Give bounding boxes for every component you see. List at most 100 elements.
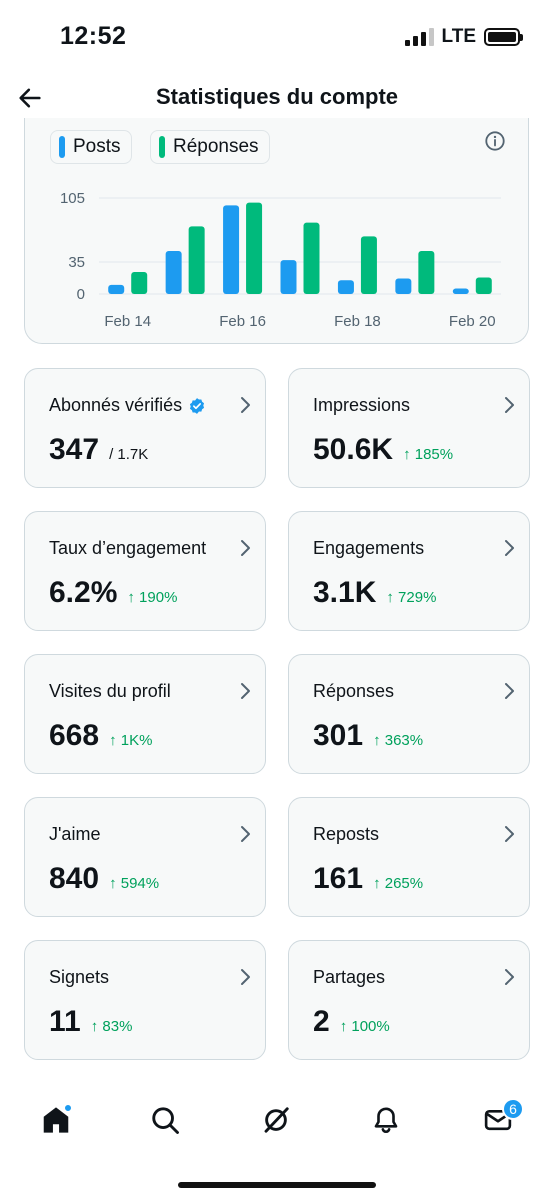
stat-delta: ↑ 190%: [127, 589, 178, 606]
stat-value: 2: [313, 1005, 330, 1038]
chart-card: 105 35 0 Feb 14 Feb 16 Feb 18 Feb 20 Posts Rép…: [24, 118, 529, 344]
stat-label-text: Taux d’engagement: [49, 538, 207, 558]
stat-value: 840: [49, 862, 100, 895]
bar-posts[interactable]: [223, 205, 240, 294]
nav-home[interactable]: [32, 1096, 80, 1144]
x-tick-label: Feb 16: [219, 313, 266, 330]
stat-delta: ↑ 729%: [386, 589, 437, 606]
x-tick-label: Feb 18: [334, 313, 381, 330]
stat-delta: ↑ 185%: [403, 446, 454, 463]
legend-posts[interactable]: Posts: [50, 130, 132, 164]
bar-replies[interactable]: [131, 272, 148, 294]
stat-card[interactable]: Réponses 301 ↑ 363%: [288, 654, 530, 774]
stat-label: Partages: [313, 967, 385, 988]
arrow-left-icon: [19, 88, 41, 108]
stat-value: 6.2%: [49, 576, 118, 609]
stat-label: Visites du profil: [49, 681, 171, 702]
y-tick-label: 35: [68, 254, 85, 271]
stat-label-text: Engagements: [313, 538, 425, 558]
bar-posts[interactable]: [452, 288, 469, 294]
stat-label-text: Reposts: [313, 824, 380, 844]
stat-label: Signets: [49, 967, 109, 988]
bar-posts[interactable]: [165, 251, 182, 294]
stat-label-text: Réponses: [313, 681, 395, 701]
status-bar: 12:52 LTE: [0, 0, 554, 70]
stat-value: 3.1K: [313, 576, 377, 609]
chevron-right-icon: [503, 539, 517, 557]
stat-label-text: J'aime: [49, 824, 101, 844]
stat-value-row: 3.1K ↑ 729%: [313, 576, 436, 610]
home-notification-dot: [64, 1104, 72, 1112]
stat-delta: ↑ 1K%: [109, 732, 153, 749]
back-button[interactable]: [12, 80, 48, 116]
bell-icon: [374, 1107, 398, 1134]
stat-card[interactable]: Abonnés vérifiés 347 / 1.7K: [24, 368, 266, 488]
stat-value: 668: [49, 719, 100, 752]
chevron-right-icon: [239, 539, 253, 557]
status-indicators: LTE: [404, 26, 523, 48]
grok-icon: [264, 1107, 289, 1133]
stat-value-row: 50.6K ↑ 185%: [313, 433, 453, 467]
bar-replies[interactable]: [188, 226, 205, 294]
stat-card[interactable]: J'aime 840 ↑ 594%: [24, 797, 266, 917]
network-label: LTE: [441, 26, 476, 47]
battery-icon: [484, 28, 523, 46]
stat-value-row: 347 / 1.7K: [49, 433, 148, 467]
search-icon: [152, 1107, 179, 1134]
chevron-right-icon: [239, 825, 253, 843]
stat-label: Taux d’engagement: [49, 538, 206, 559]
bar-chart: 105 35 0 Feb 14 Feb 16 Feb 18 Feb 20: [60, 190, 501, 330]
bar-replies[interactable]: [303, 222, 320, 294]
legend-swatch-posts: [59, 136, 65, 158]
stat-value-row: 6.2% ↑ 190%: [49, 576, 177, 610]
bar-posts[interactable]: [280, 260, 297, 294]
stat-delta: ↑ 594%: [109, 875, 160, 892]
nav-messages[interactable]: 6: [474, 1096, 524, 1144]
stat-value-row: 301 ↑ 363%: [313, 719, 423, 753]
stat-card[interactable]: Reposts 161 ↑ 265%: [288, 797, 530, 917]
stat-delta: ↑ 100%: [339, 1018, 390, 1035]
stat-value: 50.6K: [313, 433, 394, 466]
stat-label: Engagements: [313, 538, 424, 559]
bar-replies[interactable]: [475, 277, 492, 294]
nav-notifications[interactable]: [362, 1096, 410, 1144]
stat-card[interactable]: Impressions 50.6K ↑ 185%: [288, 368, 530, 488]
bar-replies[interactable]: [418, 251, 435, 294]
nav-grok[interactable]: [252, 1096, 300, 1144]
messages-badge: 6: [502, 1098, 524, 1120]
status-time: 12:52: [60, 22, 127, 50]
stat-value: 347: [49, 433, 100, 466]
stat-card[interactable]: Signets 11 ↑ 83%: [24, 940, 266, 1060]
stat-value-row: 668 ↑ 1K%: [49, 719, 152, 753]
chevron-right-icon: [503, 825, 517, 843]
bar-posts[interactable]: [395, 278, 412, 294]
stat-label: Reposts: [313, 824, 379, 845]
stat-label: Réponses: [313, 681, 394, 702]
legend-replies[interactable]: Réponses: [150, 130, 270, 164]
stat-label: Abonnés vérifiés: [49, 395, 206, 416]
stat-card[interactable]: Visites du profil 668 ↑ 1K%: [24, 654, 266, 774]
home-icon: [43, 1107, 69, 1133]
signal-icon: [404, 28, 434, 46]
chevron-right-icon: [503, 682, 517, 700]
stat-card[interactable]: Taux d’engagement 6.2% ↑ 190%: [24, 511, 266, 631]
stat-label-text: Partages: [313, 967, 386, 987]
bar-replies[interactable]: [360, 236, 377, 294]
bar-replies[interactable]: [246, 202, 263, 294]
page-title: Statistiques du compte: [155, 84, 399, 109]
bar-posts[interactable]: [108, 284, 125, 294]
stat-value-row: 11 ↑ 83%: [49, 1005, 132, 1039]
stat-card[interactable]: Engagements 3.1K ↑ 729%: [288, 511, 530, 631]
stat-card[interactable]: Partages 2 ↑ 100%: [288, 940, 530, 1060]
y-tick-label: 0: [77, 286, 85, 303]
bar-posts[interactable]: [337, 280, 354, 294]
nav-search[interactable]: [141, 1096, 189, 1144]
legend-swatch-replies: [159, 136, 165, 158]
chevron-right-icon: [239, 396, 253, 414]
stat-label-text: Visites du profil: [49, 681, 171, 701]
stat-value-row: 840 ↑ 594%: [49, 862, 159, 896]
info-icon[interactable]: [484, 130, 506, 152]
stat-label: Impressions: [313, 395, 410, 416]
stat-value: 301: [313, 719, 364, 752]
stat-sub: / 1.7K: [109, 446, 149, 463]
